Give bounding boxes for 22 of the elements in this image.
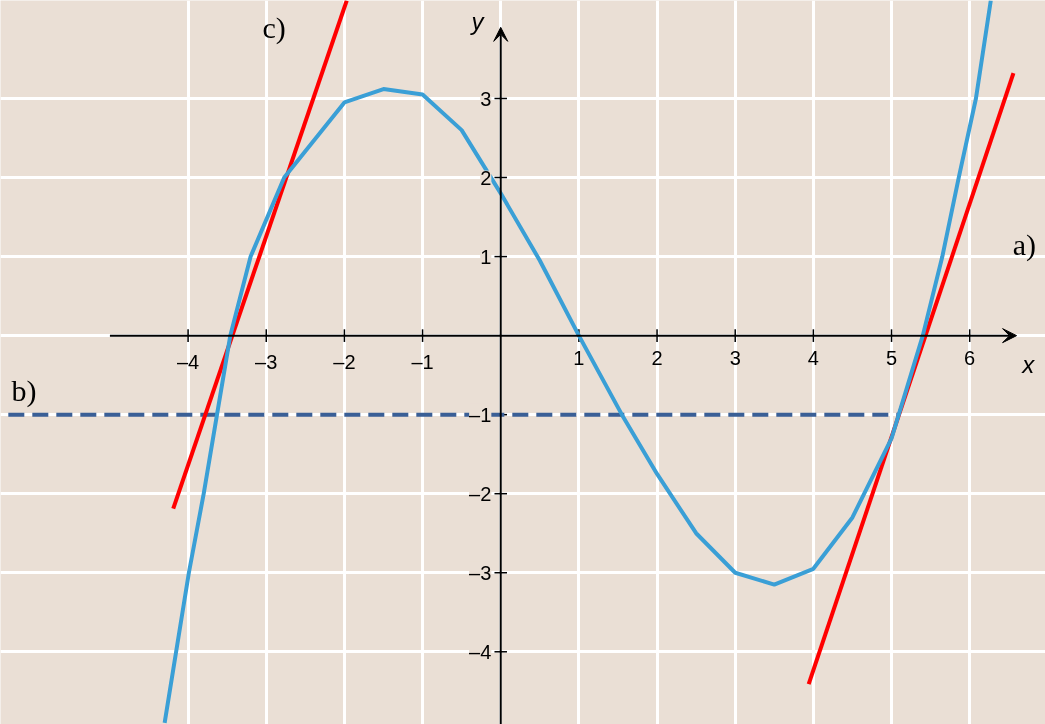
y-tick-label: 1	[480, 245, 492, 268]
annotation: c)	[262, 10, 286, 45]
y-tick-label: –2	[469, 482, 492, 505]
x-tick-label: –4	[176, 351, 200, 374]
x-tick-label: 6	[964, 347, 976, 370]
y-tick-label: 3	[480, 87, 492, 110]
x-tick-label: 2	[651, 347, 663, 370]
x-tick-label: 1	[573, 347, 585, 370]
annotation: a)	[1012, 228, 1037, 263]
x-tick-label: –3	[255, 351, 278, 374]
y-tick-label: –1	[469, 403, 492, 426]
x-tick-label: 3	[729, 347, 741, 370]
y-tick-label: 2	[480, 166, 492, 189]
y-axis-title: y	[469, 7, 486, 35]
x-axis-title: x	[1021, 351, 1036, 379]
x-tick-label: –2	[333, 351, 356, 374]
annotation: b)	[11, 374, 37, 409]
x-tick-label: –1	[411, 351, 434, 374]
y-tick-label: –4	[469, 640, 492, 663]
y-tick-label: –3	[469, 561, 492, 584]
x-tick-label: 5	[885, 347, 898, 370]
x-tick-label: 4	[807, 347, 819, 370]
